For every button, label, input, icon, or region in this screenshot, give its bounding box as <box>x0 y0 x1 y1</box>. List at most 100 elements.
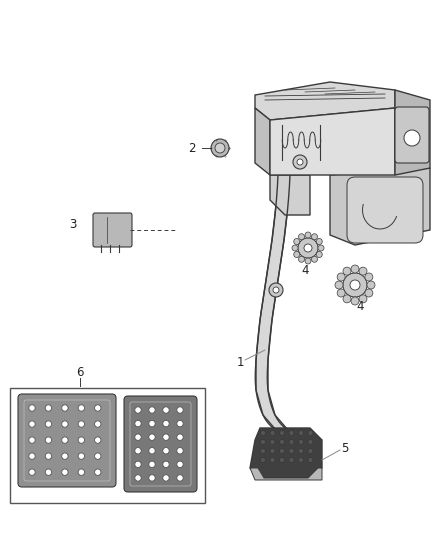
Polygon shape <box>270 108 395 175</box>
Circle shape <box>304 244 312 252</box>
Circle shape <box>261 431 265 435</box>
Circle shape <box>177 421 183 427</box>
Circle shape <box>149 461 155 467</box>
Circle shape <box>62 421 68 427</box>
Circle shape <box>177 407 183 413</box>
Circle shape <box>163 448 169 454</box>
Circle shape <box>163 421 169 427</box>
Circle shape <box>299 457 304 463</box>
Text: 5: 5 <box>341 441 349 455</box>
Circle shape <box>95 469 101 475</box>
Circle shape <box>95 453 101 459</box>
Circle shape <box>293 155 307 169</box>
Polygon shape <box>395 90 430 175</box>
Circle shape <box>299 448 304 454</box>
Circle shape <box>78 437 85 443</box>
Circle shape <box>335 281 343 289</box>
Circle shape <box>270 431 275 435</box>
Circle shape <box>298 238 318 258</box>
Circle shape <box>311 234 318 240</box>
Circle shape <box>299 234 304 240</box>
Circle shape <box>299 440 304 445</box>
Circle shape <box>62 453 68 459</box>
Circle shape <box>211 139 229 157</box>
Circle shape <box>163 434 169 440</box>
Circle shape <box>135 475 141 481</box>
Circle shape <box>135 448 141 454</box>
Circle shape <box>62 469 68 475</box>
Circle shape <box>135 421 141 427</box>
Circle shape <box>337 273 345 281</box>
Circle shape <box>177 475 183 481</box>
Circle shape <box>45 453 52 459</box>
Circle shape <box>149 448 155 454</box>
Circle shape <box>163 407 169 413</box>
Circle shape <box>261 457 265 463</box>
Circle shape <box>62 405 68 411</box>
Circle shape <box>177 448 183 454</box>
Circle shape <box>215 143 225 153</box>
Circle shape <box>163 461 169 467</box>
Circle shape <box>261 448 265 454</box>
Circle shape <box>305 232 311 238</box>
Circle shape <box>308 457 313 463</box>
Polygon shape <box>256 175 310 440</box>
Circle shape <box>305 258 311 264</box>
Circle shape <box>316 252 322 257</box>
Circle shape <box>337 289 345 297</box>
Circle shape <box>78 469 85 475</box>
Circle shape <box>29 405 35 411</box>
Circle shape <box>279 431 285 435</box>
Circle shape <box>316 238 322 245</box>
Circle shape <box>177 434 183 440</box>
Circle shape <box>365 273 373 281</box>
Circle shape <box>135 434 141 440</box>
Circle shape <box>95 421 101 427</box>
Circle shape <box>311 256 318 262</box>
Circle shape <box>279 457 285 463</box>
Circle shape <box>299 256 304 262</box>
Circle shape <box>350 280 360 290</box>
Circle shape <box>289 457 294 463</box>
Circle shape <box>62 437 68 443</box>
Bar <box>10 388 205 503</box>
Circle shape <box>149 421 155 427</box>
Circle shape <box>359 267 367 275</box>
FancyBboxPatch shape <box>18 394 116 487</box>
FancyBboxPatch shape <box>395 107 429 163</box>
Circle shape <box>292 245 298 251</box>
Text: 4: 4 <box>301 263 309 277</box>
FancyBboxPatch shape <box>130 402 191 486</box>
Circle shape <box>270 457 275 463</box>
Circle shape <box>270 440 275 445</box>
Circle shape <box>29 453 35 459</box>
Circle shape <box>308 448 313 454</box>
Polygon shape <box>250 428 322 478</box>
Circle shape <box>45 421 52 427</box>
Circle shape <box>351 297 359 305</box>
Polygon shape <box>250 468 322 480</box>
Circle shape <box>318 245 324 251</box>
FancyBboxPatch shape <box>93 213 132 247</box>
Text: 3: 3 <box>69 219 77 231</box>
Circle shape <box>343 295 351 303</box>
Circle shape <box>29 437 35 443</box>
Circle shape <box>149 434 155 440</box>
Circle shape <box>45 405 52 411</box>
Circle shape <box>149 407 155 413</box>
FancyBboxPatch shape <box>24 400 110 481</box>
Circle shape <box>78 453 85 459</box>
Circle shape <box>289 431 294 435</box>
Circle shape <box>95 437 101 443</box>
Polygon shape <box>255 108 270 175</box>
Text: 4: 4 <box>356 301 364 313</box>
Circle shape <box>135 407 141 413</box>
Circle shape <box>351 265 359 273</box>
Circle shape <box>273 287 279 293</box>
Circle shape <box>45 437 52 443</box>
Text: 2: 2 <box>188 141 196 155</box>
Circle shape <box>29 421 35 427</box>
Circle shape <box>308 431 313 435</box>
Circle shape <box>45 469 52 475</box>
Circle shape <box>149 475 155 481</box>
